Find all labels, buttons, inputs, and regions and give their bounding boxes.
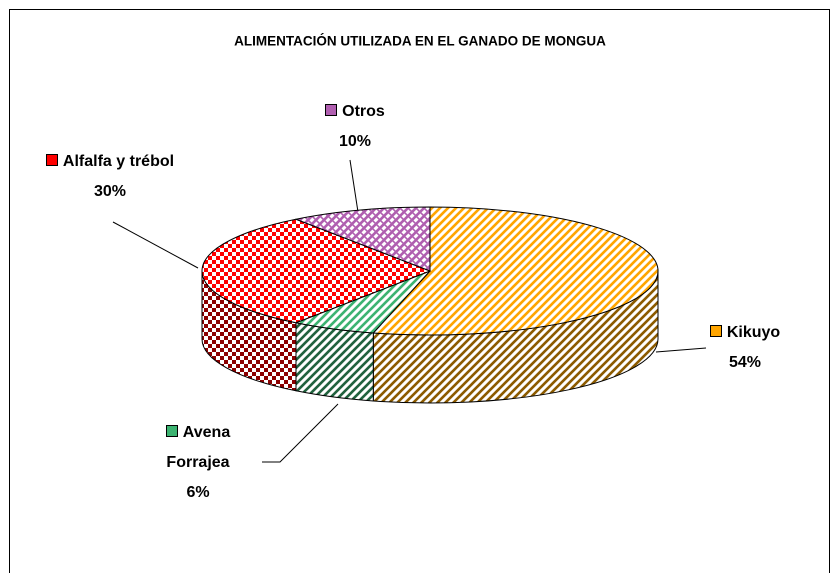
data-label: Alfalfa y trébol 30% xyxy=(20,147,200,207)
data-label: Otros 10% xyxy=(290,97,420,157)
label-name: Avena Forrajea xyxy=(166,424,231,471)
leader-lines xyxy=(112,159,707,463)
label-name: Kikuyo xyxy=(726,324,781,341)
label-value: 30% xyxy=(93,183,127,200)
legend-swatch xyxy=(45,154,58,166)
data-label: Avena Forrajea 6% xyxy=(148,418,248,508)
legend-swatch xyxy=(165,425,178,437)
slice-top xyxy=(294,206,431,272)
label-name: Otros xyxy=(342,103,385,120)
slice-side xyxy=(295,322,374,402)
slice-top xyxy=(201,218,432,324)
label-value: 6% xyxy=(186,484,210,501)
leader-line xyxy=(262,403,339,463)
data-label: Kikuyo 54% xyxy=(690,318,800,378)
legend-swatch xyxy=(709,325,722,337)
label-value: 10% xyxy=(338,133,372,150)
leader-line xyxy=(112,221,199,269)
leader-line xyxy=(349,159,359,213)
leader-line xyxy=(655,347,707,353)
legend-swatch xyxy=(325,104,338,116)
label-value: 54% xyxy=(728,354,762,371)
label-name: Alfalfa y trébol xyxy=(62,153,175,170)
slice-top xyxy=(372,206,659,336)
chart-title: ALIMENTACIÓN UTILIZADA EN EL GANADO DE M… xyxy=(234,34,606,49)
